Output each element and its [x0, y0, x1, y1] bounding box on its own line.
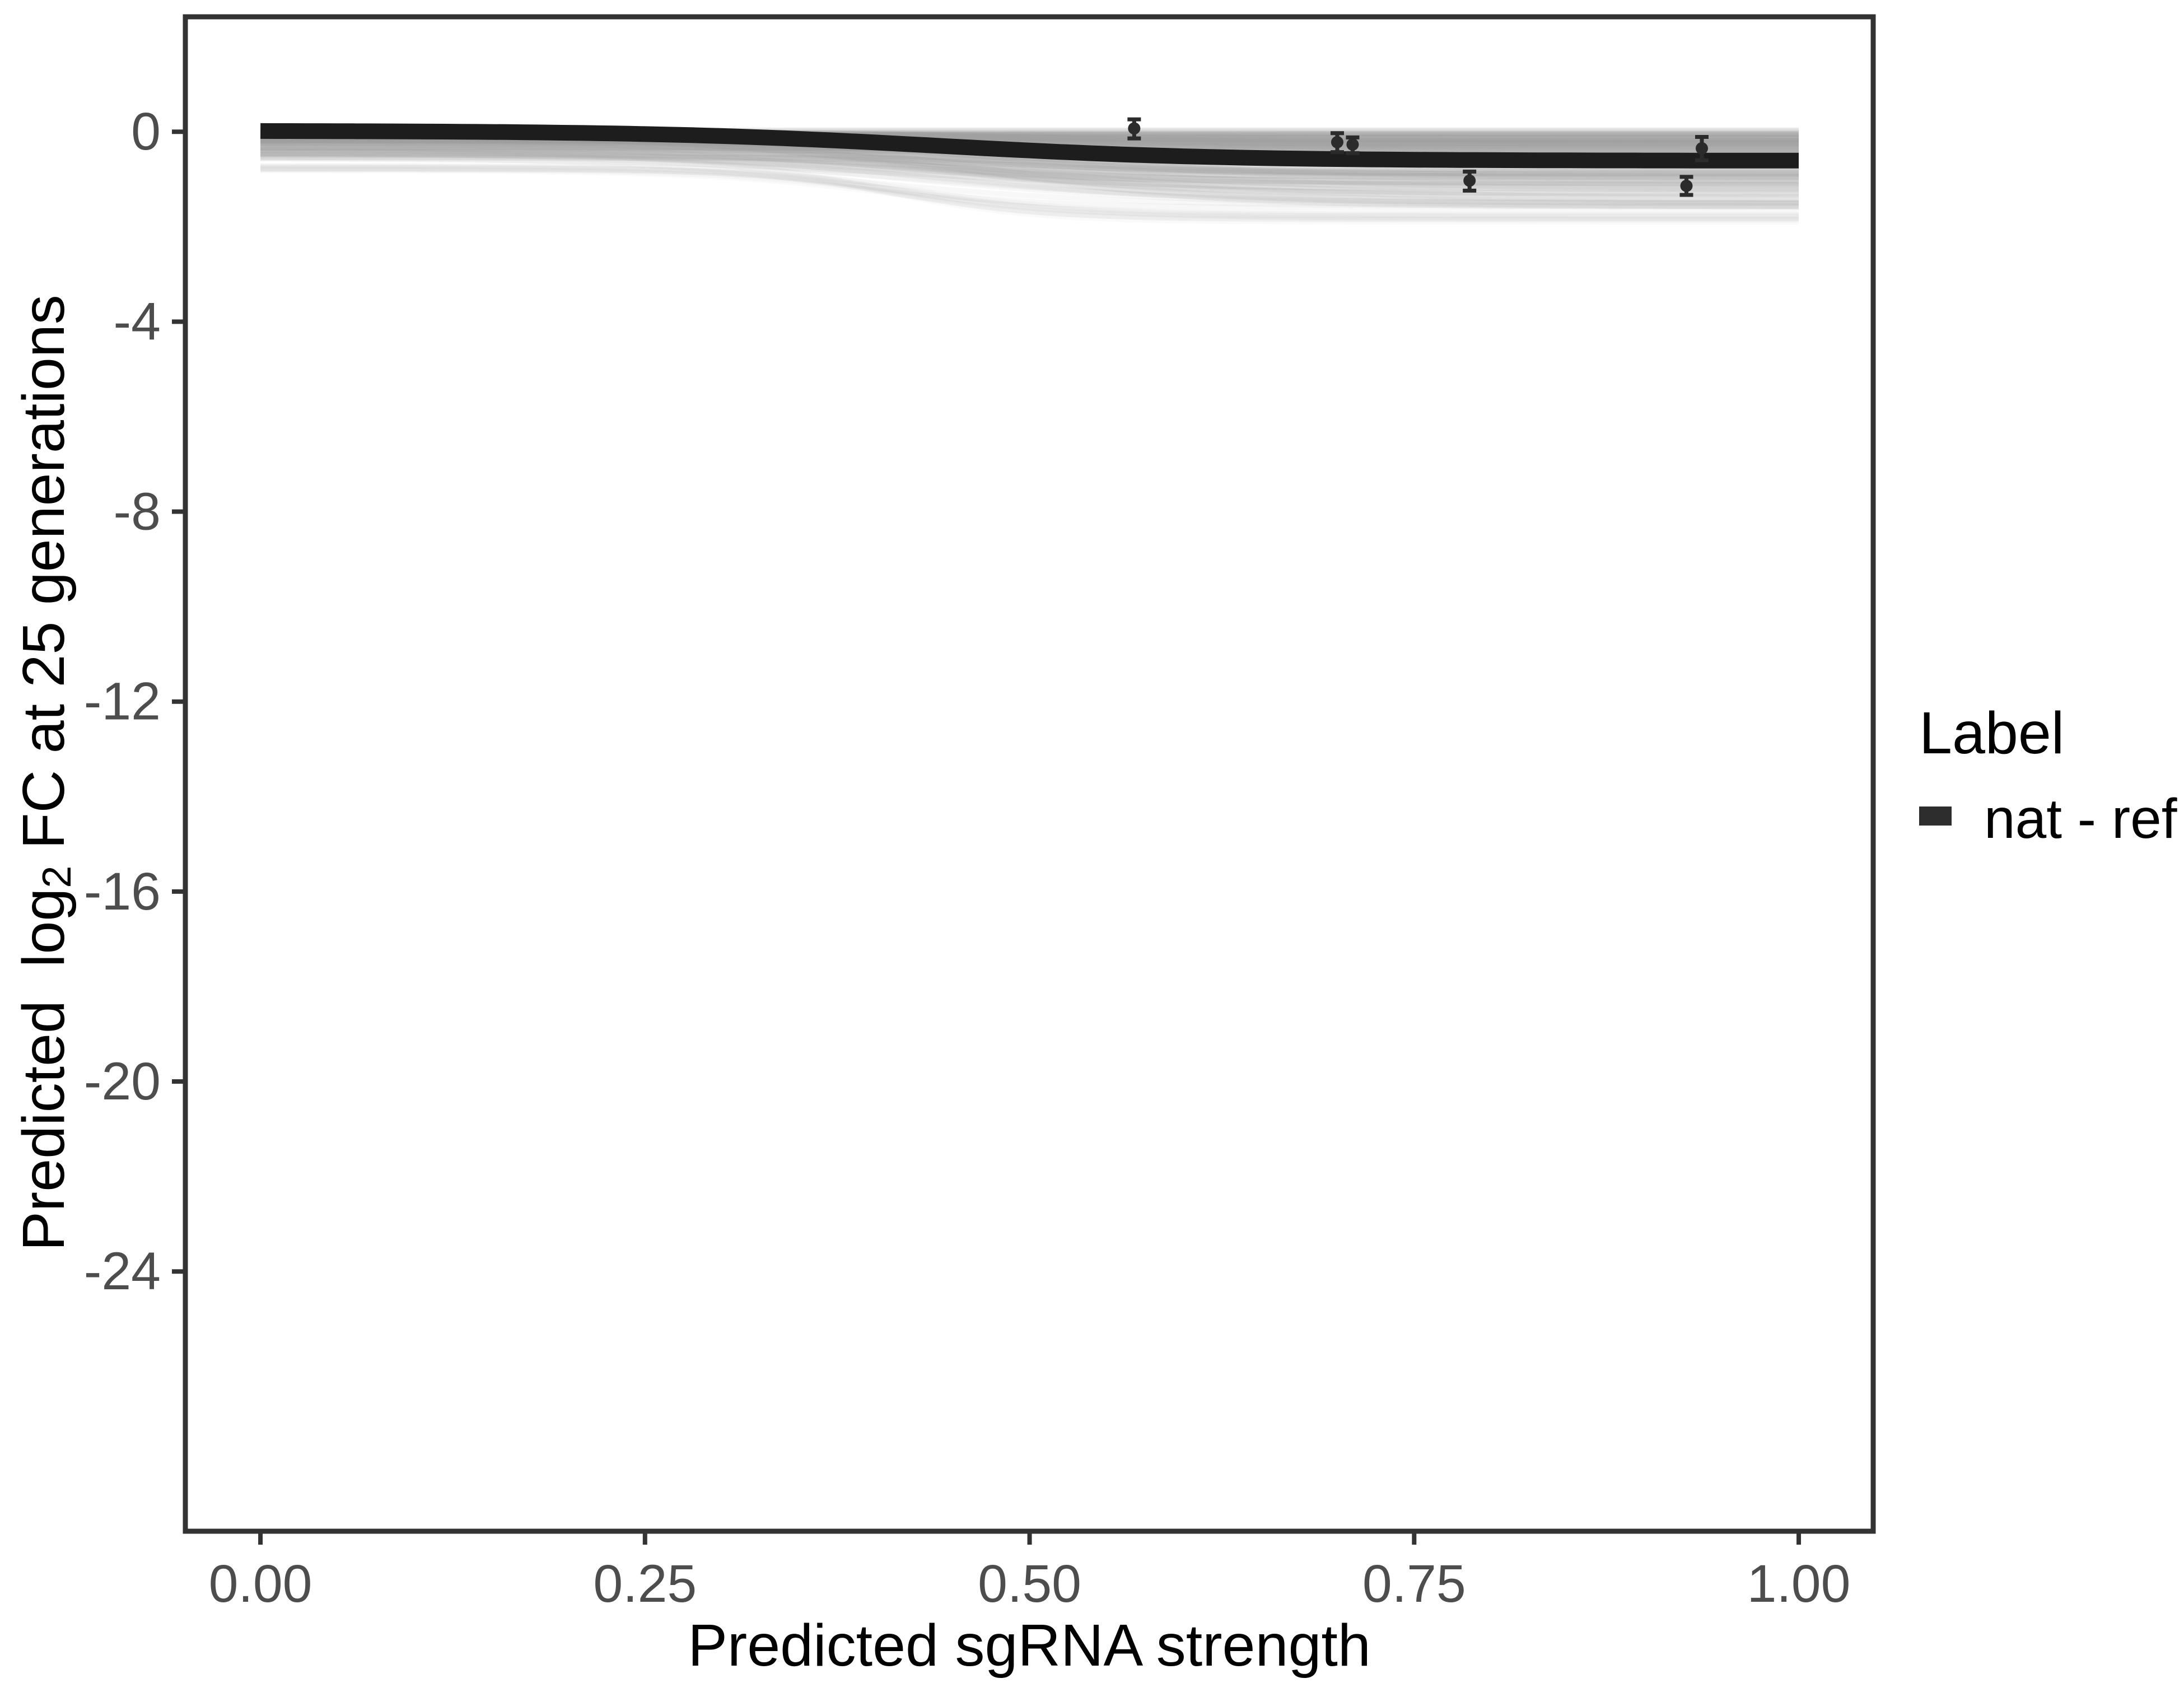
- point-marker: [1346, 138, 1359, 151]
- legend-title: Label: [1919, 700, 2064, 766]
- point-marker: [1696, 142, 1708, 155]
- y-tick-label: -16: [84, 862, 161, 921]
- y-tick-label: 0: [131, 102, 161, 161]
- y-axis-title: Predicted log2 FC at 25 generations: [11, 295, 80, 1251]
- y-axis-title-post: FC at 25 generations: [11, 295, 77, 865]
- x-tick-label: 0.25: [593, 1554, 697, 1614]
- point-marker: [1463, 175, 1476, 187]
- point-marker: [1128, 122, 1140, 134]
- y-axis-title-subscript: 2: [35, 866, 80, 888]
- y-tick-label: -12: [84, 672, 161, 731]
- legend-key-swatch: [1919, 806, 1952, 826]
- y-axis-title-pre: Predicted log: [11, 888, 77, 1251]
- point-marker: [1681, 180, 1693, 192]
- x-tick-label: 0.75: [1362, 1554, 1466, 1614]
- y-tick-label: -20: [84, 1052, 161, 1111]
- axes-layer: 0.00 0.25 0.50 0.75 1.00 0 -4 -8 -12 -16 -20 -24: [84, 17, 1873, 1614]
- point-marker: [1331, 136, 1343, 148]
- panel-border: [185, 17, 1873, 1531]
- y-tick-label: -4: [114, 292, 161, 351]
- x-tick-label: 0.00: [209, 1554, 312, 1614]
- legend-entry-label: nat - ref: [1984, 787, 2177, 850]
- x-axis-title: Predicted sgRNA strength: [688, 1612, 1371, 1679]
- x-tick-label: 0.50: [978, 1554, 1081, 1614]
- legend: Label nat - ref: [1919, 700, 2177, 850]
- y-tick-label: -24: [84, 1242, 161, 1301]
- x-tick-label: 1.00: [1747, 1554, 1851, 1614]
- y-tick-label: -8: [114, 482, 161, 542]
